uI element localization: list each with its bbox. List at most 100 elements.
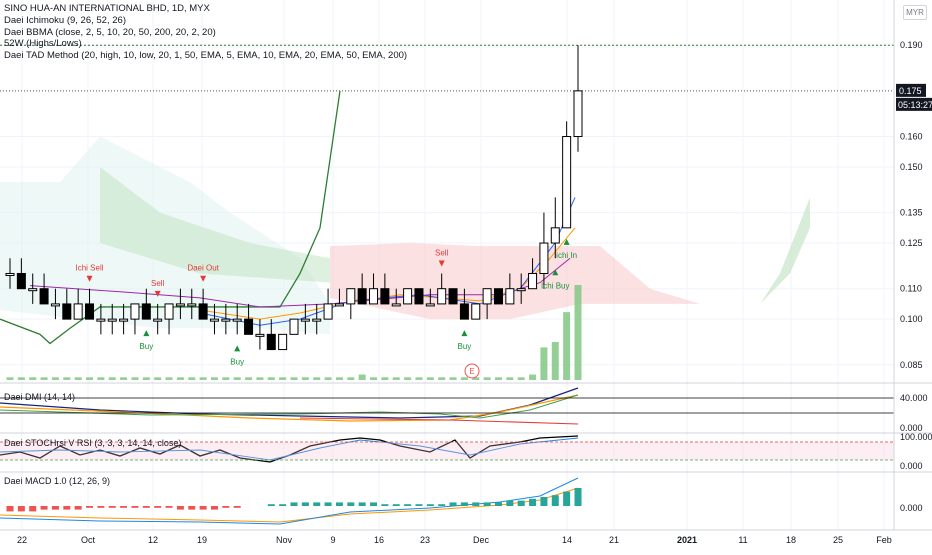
candle-body — [164, 303, 174, 320]
volume-bar — [245, 377, 253, 380]
earnings-label: E — [469, 367, 474, 376]
volume-bar — [131, 377, 139, 380]
macd-bar — [324, 502, 332, 506]
macd-bar — [563, 491, 571, 506]
x-tick-label: 12 — [148, 535, 158, 545]
volume-bar — [540, 347, 548, 380]
buy-label: Ichi Buy — [541, 281, 569, 290]
macd-bar — [483, 502, 491, 506]
candle-body — [39, 288, 49, 305]
macd-bar — [540, 497, 548, 506]
macd-bar — [335, 502, 343, 506]
candle-body — [505, 288, 515, 305]
macd-signal-line — [0, 487, 579, 523]
indicator-ichimoku[interactable]: Daei Ichimoku (9, 26, 52, 26) — [4, 14, 126, 26]
indicator-tad[interactable]: Daei TAD Method (20, high, 10, low, 20, … — [4, 50, 408, 62]
buy-label: Buy — [230, 357, 244, 366]
stoch-band — [0, 442, 894, 460]
candle-body — [232, 318, 242, 322]
volume-bar — [74, 377, 82, 380]
volume-bar — [324, 377, 332, 380]
cloud-future — [700, 197, 810, 304]
candle-body — [562, 136, 572, 229]
candle-body — [107, 318, 117, 322]
symbol-title[interactable]: SINO HUA-AN INTERNATIONAL BHD, 1D, MYX — [4, 3, 210, 14]
volume-bar — [165, 377, 173, 380]
volume-bar — [256, 377, 264, 380]
dmi-red-line — [299, 417, 579, 425]
volume-bar — [108, 377, 116, 380]
candle-body — [334, 303, 344, 307]
volume-bar — [63, 377, 71, 380]
buy-arrow — [563, 238, 570, 245]
macd-bar — [176, 506, 184, 510]
macd-bar — [199, 506, 207, 510]
candle-body — [471, 303, 481, 320]
x-tick-label: 11 — [738, 535, 747, 545]
candle-body — [459, 303, 469, 320]
stoch-pane-label[interactable]: Daei STOCHrsi V RSI (3, 3, 3, 14, 14, cl… — [4, 438, 182, 448]
y-tick-label: 0.150 — [900, 162, 923, 172]
buy-arrow — [143, 330, 150, 337]
sell-label: Sell — [435, 248, 449, 257]
volume-bar — [290, 377, 298, 380]
volume-bar — [142, 377, 150, 380]
macd-bar — [438, 504, 446, 506]
volume-bar — [426, 377, 434, 380]
volume-bar — [222, 377, 230, 380]
volume-bar — [176, 377, 184, 380]
dmi-pane-label[interactable]: Daei DMI (14, 14) — [4, 392, 76, 402]
macd-bar — [154, 506, 162, 508]
x-tick-label: 23 — [420, 535, 430, 545]
macd-pane-label[interactable]: Daei MACD 1.0 (12, 26, 9) — [4, 476, 111, 486]
x-tick-label: 22 — [17, 535, 27, 545]
volume-bar — [438, 377, 446, 380]
dmi-tick: 0.000 — [900, 423, 923, 433]
countdown-badge — [896, 97, 932, 111]
candle-body — [16, 272, 26, 290]
cloud-green — [100, 166, 330, 283]
dmi-plus-line — [0, 394, 579, 422]
dmi-tick: 40.000 — [900, 393, 928, 403]
macd-bar — [301, 502, 309, 506]
macd-bar — [313, 502, 321, 506]
currency-badge[interactable]: MYR — [903, 5, 927, 20]
macd-line — [0, 477, 579, 525]
macd-bar — [86, 506, 94, 508]
indicator-52w[interactable]: 52W (Highs/Lows) — [4, 38, 82, 50]
indicator-bbma[interactable]: Daei BBMA (close, 2, 5, 10, 20, 50, 200,… — [4, 26, 216, 38]
volume-bars: E — [6, 285, 582, 380]
buy-arrow — [234, 345, 241, 352]
macd-bar — [40, 506, 48, 510]
macd-bar — [392, 504, 400, 506]
macd-bar — [233, 506, 241, 508]
y-tick-label: 0.135 — [900, 208, 923, 218]
candle-body — [255, 333, 265, 337]
candles[interactable] — [5, 45, 583, 351]
candle-body — [244, 318, 254, 335]
volume-bar — [6, 377, 14, 380]
macd-bar — [472, 502, 480, 506]
macd-bar — [347, 502, 355, 506]
volume-bar — [267, 377, 275, 380]
signals: Ichi Sell Sell Buy Daei Out Buy Sell Buy Ichi B… — [76, 238, 577, 366]
candle-body — [50, 303, 60, 307]
candle-body — [550, 227, 560, 244]
y-tick-label: 0.110 — [900, 284, 922, 294]
macd-bar — [494, 502, 502, 506]
x-tick-label: 9 — [330, 535, 335, 545]
macd-bar — [290, 502, 298, 506]
macd-bar — [142, 506, 150, 508]
y-tick-label: 0.125 — [900, 238, 923, 248]
candle-body — [198, 303, 208, 320]
volume-bar — [120, 377, 128, 380]
sell-arrow — [438, 260, 445, 267]
stoch-k-line — [0, 435, 579, 463]
volume-bar — [449, 377, 457, 380]
x-tick-label: 14 — [562, 535, 572, 545]
volume-bar — [563, 312, 571, 380]
macd-bar — [120, 506, 128, 508]
